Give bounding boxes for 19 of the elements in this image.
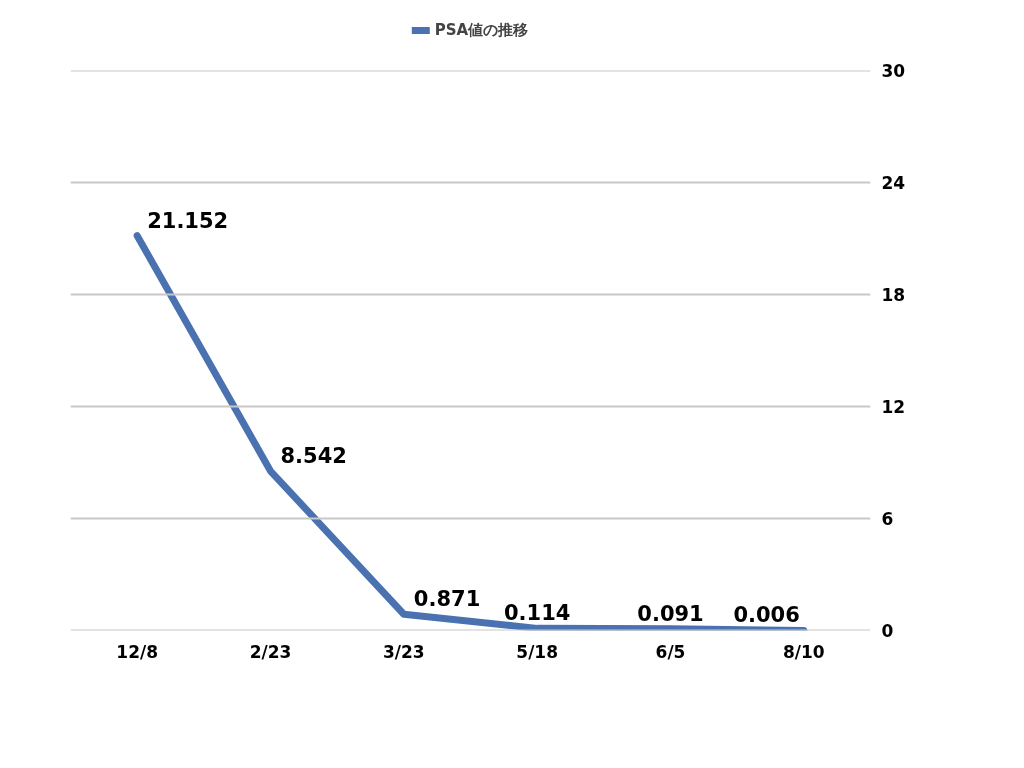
legend-label: PSA値の推移 bbox=[434, 20, 529, 40]
x-tick-label: 12/8 bbox=[116, 641, 159, 662]
data-label: 0.091 bbox=[637, 601, 704, 626]
y-tick-label: 6 bbox=[881, 509, 894, 529]
data-label: 0.114 bbox=[503, 601, 571, 626]
data-label: 8.542 bbox=[280, 444, 347, 469]
x-tick-label: 3/23 bbox=[382, 641, 425, 662]
y-tick-label: 30 bbox=[881, 61, 906, 81]
y-tick-label: 12 bbox=[881, 397, 906, 417]
x-tick-label: 5/18 bbox=[516, 641, 559, 662]
data-label: 21.152 bbox=[147, 208, 229, 233]
y-tick-label: 0 bbox=[881, 621, 894, 641]
y-tick-label: 24 bbox=[881, 173, 906, 193]
data-label: 0.006 bbox=[733, 603, 800, 628]
x-tick-label: 8/10 bbox=[782, 641, 825, 662]
y-tick-label: 18 bbox=[881, 285, 906, 305]
data-label: 0.871 bbox=[413, 587, 481, 612]
x-tick-label: 2/23 bbox=[249, 641, 292, 662]
x-tick-label: 6/5 bbox=[655, 641, 686, 662]
